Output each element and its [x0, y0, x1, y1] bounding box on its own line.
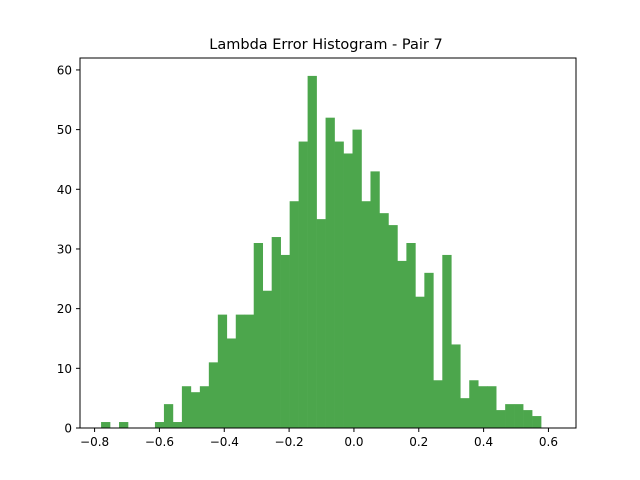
y-tick-label: 60: [57, 63, 72, 77]
histogram-bar: [388, 225, 398, 428]
histogram-bar: [172, 422, 183, 428]
y-tick-label: 0: [64, 422, 72, 436]
histogram-bar: [244, 314, 255, 428]
y-tick-label: 30: [57, 242, 72, 256]
y-tick-label: 20: [57, 302, 72, 316]
y-tick-label: 40: [57, 183, 72, 197]
histogram-bar: [478, 386, 488, 428]
histogram-bar: [271, 237, 281, 428]
histogram-bar: [505, 404, 515, 428]
histogram-bar: [325, 117, 335, 428]
x-tick-label: −0.4: [210, 435, 239, 449]
histogram-bar: [101, 422, 111, 428]
histogram-bar: [163, 404, 174, 428]
histogram-bar: [253, 243, 264, 428]
histogram-bar: [352, 129, 362, 428]
histogram-bar: [217, 314, 228, 428]
histogram-bar: [514, 404, 524, 428]
x-tick-label: 0.2: [409, 435, 428, 449]
histogram-bar: [154, 422, 165, 428]
x-tick-label: −0.8: [80, 435, 109, 449]
histogram-bar: [460, 398, 470, 428]
histogram-bar: [370, 171, 380, 429]
histogram-bar: [208, 362, 219, 428]
histogram-bar: [433, 380, 443, 428]
bars-group: [101, 75, 542, 429]
histogram-bar: [523, 410, 533, 428]
histogram-bar: [199, 386, 210, 428]
histogram-bar: [307, 75, 317, 428]
histogram-bar: [289, 201, 299, 428]
y-tick-label: 50: [57, 123, 72, 137]
x-tick-label: 0.6: [539, 435, 558, 449]
histogram-bar: [343, 153, 353, 428]
histogram-bar: [379, 213, 389, 428]
histogram-bar: [119, 422, 129, 428]
histogram-bar: [298, 141, 308, 428]
histogram-bar: [451, 344, 461, 428]
histogram-bar: [424, 272, 434, 428]
x-tick-label: −0.6: [145, 435, 174, 449]
histogram-bar: [397, 260, 407, 428]
histogram-bar: [532, 416, 542, 428]
y-tick-label: 10: [57, 362, 72, 376]
histogram-bar: [415, 296, 425, 428]
x-tick-label: 0.4: [474, 435, 493, 449]
histogram-bar: [280, 254, 290, 428]
histogram-bar: [406, 243, 416, 428]
x-tick-label: −0.2: [275, 435, 304, 449]
plot-frame: [79, 57, 577, 429]
histogram-bar: [235, 314, 246, 428]
histogram-bar: [181, 386, 192, 428]
y-axis: 0 10 20 30 40 50 60: [57, 63, 80, 436]
x-tick-label: 0.0: [344, 435, 363, 449]
histogram-bar: [487, 386, 497, 428]
histogram-bar: [361, 201, 371, 428]
histogram-bar: [190, 392, 201, 428]
x-axis: −0.8 −0.6 −0.4 −0.2 0.0 0.2 0.4 0.6: [80, 428, 558, 449]
histogram-bar: [316, 219, 326, 428]
chart-title: Lambda Error Histogram - Pair 7: [209, 37, 442, 53]
histogram-bar: [226, 338, 237, 428]
histogram-bar: [496, 410, 506, 428]
histogram-bar: [262, 290, 272, 428]
histogram-bar: [334, 141, 344, 428]
histogram-bar: [469, 380, 479, 428]
histogram-bar: [442, 254, 452, 428]
